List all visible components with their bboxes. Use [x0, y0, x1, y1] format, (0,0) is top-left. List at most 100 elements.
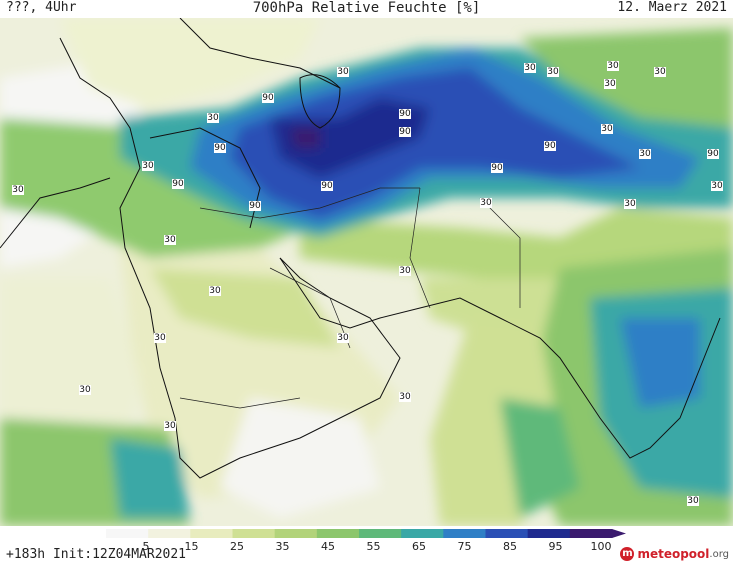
- colorbar-tick-label: 95: [548, 540, 563, 553]
- contour-label-bg: [607, 61, 619, 71]
- contour-label-bg: [154, 333, 166, 343]
- contour-label-bg: [172, 179, 184, 189]
- contour-label: 90: [491, 163, 503, 173]
- contour-label: 30: [654, 67, 666, 77]
- meteopool-logo[interactable]: m meteopool .org: [620, 546, 729, 562]
- logo-brand: meteopool: [637, 547, 710, 561]
- contour-label: 30: [399, 392, 411, 402]
- contour-label: 30: [399, 266, 411, 276]
- contour-label: 30: [79, 385, 91, 395]
- forecast-info: +183h Init:12Z04MAR2021: [6, 547, 187, 562]
- contour-label: 30: [154, 333, 166, 343]
- contour-label-bg: [687, 496, 699, 506]
- contour-label: 90: [399, 127, 411, 137]
- contour-label: 90: [249, 201, 261, 211]
- colorbar-segment: [401, 529, 444, 538]
- contour-label-bg: [262, 93, 274, 103]
- colorbar-arrow: [612, 529, 626, 538]
- logo-tld: .org: [709, 548, 729, 560]
- colorbar-tick-label: 35: [275, 540, 290, 553]
- colorbar-tick-label: 65: [412, 540, 426, 553]
- contour-label-bg: [604, 79, 616, 89]
- contour-label-bg: [480, 198, 492, 208]
- contour-label-bg: [337, 333, 349, 343]
- colorbar-segment: [274, 529, 318, 538]
- contour-label-bg: [249, 201, 261, 211]
- contour-label: 90: [262, 93, 274, 103]
- contour-label: 30: [12, 185, 24, 195]
- colorbar-segment: [316, 529, 360, 538]
- contour-label-bg: [547, 67, 559, 77]
- contour-label-bg: [164, 421, 176, 431]
- colorbar: [106, 529, 626, 538]
- humidity-map[interactable]: 90 90 90 90 90 90 90 90 90 90 30 30 30 30 30 30 30 30 30 30…: [0, 18, 733, 526]
- contour-label: 90: [214, 143, 226, 153]
- contour-label-bg: [711, 181, 723, 191]
- valid-date: 12. Maerz 2021: [617, 0, 727, 15]
- contour-label-bg: [399, 392, 411, 402]
- contour-label-bg: [12, 185, 24, 195]
- contour-label-bg: [214, 143, 226, 153]
- contour-label: 30: [524, 63, 536, 73]
- contour-label-bg: [321, 181, 333, 191]
- colorbar-tick-label: 55: [366, 540, 381, 553]
- colorbar-segment: [527, 529, 571, 538]
- colorbar-segment: [569, 529, 613, 538]
- contour-label: 30: [142, 161, 154, 171]
- logo-icon: m: [620, 547, 635, 561]
- colorbar-segment: [359, 529, 402, 538]
- colorbar-segment: [106, 529, 149, 538]
- contour-label: 90: [172, 179, 184, 189]
- colorbar-segment: [485, 529, 529, 538]
- colorbar-segment: [148, 529, 191, 538]
- contour-label: 90: [544, 141, 556, 151]
- contour-label: 30: [711, 181, 723, 191]
- contour-label: 30: [604, 79, 616, 89]
- map-title: 700hPa Relative Feuchte [%]: [252, 0, 481, 16]
- colorbar-tick-label: 75: [457, 540, 472, 553]
- contour-label: 90: [399, 109, 411, 119]
- contour-label-bg: [601, 124, 613, 134]
- contour-label-bg: [524, 63, 536, 73]
- colorbar-segment: [232, 529, 276, 538]
- humidity-map-graphic: 90 90 90 90 90 90 90 90 90 90 30 30 30 30 30 30 30 30 30 30…: [0, 18, 733, 526]
- contour-label: 90: [707, 149, 719, 159]
- borders: [179, 187, 521, 409]
- colorbar-labels: 5 15 25 35 45 55 65 75 85 95 100: [106, 540, 626, 554]
- contour-label-bg: [544, 141, 556, 151]
- colorbar-tick-label: 5: [142, 540, 150, 553]
- contour-label-bg: [164, 235, 176, 245]
- contour-labels: 90 90 90 90 90 90 90 90 90 90 30 30 30 30 30 30 30 30 30 30…: [12, 61, 723, 506]
- contour-label-bg: [654, 67, 666, 77]
- contour-label-bg: [207, 113, 219, 123]
- colorbar-segment: [443, 529, 486, 538]
- contour-label-bg: [337, 67, 349, 77]
- contour-label: 30: [607, 61, 619, 71]
- colorbar-tick-label: 15: [184, 540, 199, 553]
- contour-label-bg: [399, 266, 411, 276]
- contour-label-bg: [491, 163, 503, 173]
- contour-label-bg: [399, 109, 411, 119]
- contour-label: 30: [164, 235, 176, 245]
- contour-label-bg: [209, 286, 221, 296]
- contour-label-bg: [639, 149, 651, 159]
- colorbar-tick-label: 100: [590, 540, 612, 553]
- contour-label-bg: [707, 149, 719, 159]
- location-time-label: ???, 4Uhr: [6, 0, 77, 15]
- contour-label: 30: [337, 333, 349, 343]
- contour-label: 30: [337, 67, 349, 77]
- contour-label-bg: [399, 127, 411, 137]
- humidity-field: [0, 18, 733, 526]
- contour-label: 30: [209, 286, 221, 296]
- colorbar-segment: [190, 529, 233, 538]
- contour-label-bg: [624, 199, 636, 209]
- colorbar-tick-label: 25: [230, 540, 244, 553]
- contour-label-bg: [79, 385, 91, 395]
- contour-label: 30: [624, 199, 636, 209]
- contour-label-bg: [142, 161, 154, 171]
- contour-label: 30: [601, 124, 613, 134]
- contour-label: 30: [639, 149, 651, 159]
- contour-label: 30: [207, 113, 219, 123]
- contour-label: 30: [687, 496, 699, 506]
- contour-label: 30: [164, 421, 176, 431]
